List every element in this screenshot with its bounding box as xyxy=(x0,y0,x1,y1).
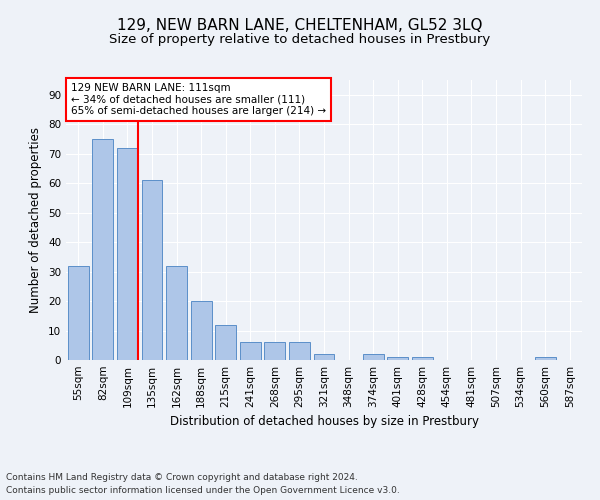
Bar xyxy=(92,139,113,360)
Bar xyxy=(535,357,556,360)
Text: Contains public sector information licensed under the Open Government Licence v3: Contains public sector information licen… xyxy=(6,486,400,495)
Bar xyxy=(362,354,383,360)
Bar xyxy=(215,324,236,360)
Text: Size of property relative to detached houses in Prestbury: Size of property relative to detached ho… xyxy=(109,32,491,46)
Bar xyxy=(117,148,138,360)
Bar xyxy=(142,180,163,360)
Bar xyxy=(240,342,261,360)
Bar xyxy=(166,266,187,360)
Text: 129 NEW BARN LANE: 111sqm
← 34% of detached houses are smaller (111)
65% of semi: 129 NEW BARN LANE: 111sqm ← 34% of detac… xyxy=(71,83,326,116)
Text: Contains HM Land Registry data © Crown copyright and database right 2024.: Contains HM Land Registry data © Crown c… xyxy=(6,474,358,482)
Bar xyxy=(387,357,408,360)
Bar xyxy=(265,342,286,360)
Bar xyxy=(289,342,310,360)
Bar xyxy=(191,301,212,360)
X-axis label: Distribution of detached houses by size in Prestbury: Distribution of detached houses by size … xyxy=(170,416,479,428)
Bar xyxy=(314,354,334,360)
Text: 129, NEW BARN LANE, CHELTENHAM, GL52 3LQ: 129, NEW BARN LANE, CHELTENHAM, GL52 3LQ xyxy=(117,18,483,32)
Bar xyxy=(412,357,433,360)
Y-axis label: Number of detached properties: Number of detached properties xyxy=(29,127,43,313)
Bar xyxy=(68,266,89,360)
